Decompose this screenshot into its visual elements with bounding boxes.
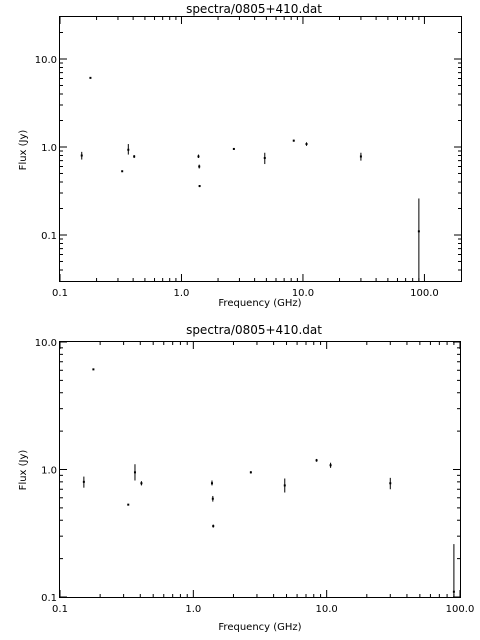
y-tick-label: 0.1 bbox=[41, 231, 57, 242]
data-point bbox=[133, 155, 136, 158]
x-tick-label: 1.0 bbox=[174, 288, 190, 299]
chart-panel-top: spectra/0805+410.dat 0.1 1.0 10.0 100.0 0.1 1… bbox=[18, 2, 462, 309]
plot-area: 0.1 1.0 10.0 100.0 0.1 1.0 10.0 bbox=[35, 17, 461, 299]
plot-frame bbox=[59, 16, 462, 282]
plot-area: 0.1 1.0 10.0 100.0 0.1 1.0 10.0 bbox=[35, 338, 475, 615]
x-tick-label: 100.0 bbox=[410, 288, 439, 299]
data-point bbox=[121, 170, 124, 173]
data-point bbox=[305, 143, 308, 146]
plot-frame bbox=[59, 341, 461, 598]
y-axis-label: Flux (Jy) bbox=[18, 450, 29, 491]
data-point bbox=[292, 139, 295, 142]
data-point bbox=[140, 482, 143, 485]
data-point bbox=[197, 155, 200, 158]
y-tick-label: 10.0 bbox=[35, 55, 57, 66]
y-axis-label: Flux (Jy) bbox=[18, 130, 29, 171]
x-tick-label: 0.1 bbox=[52, 288, 68, 299]
x-tick-label: 10.0 bbox=[316, 604, 338, 615]
data-point bbox=[232, 147, 235, 150]
data-point bbox=[389, 482, 392, 485]
data-point bbox=[210, 482, 213, 485]
x-axis-label: Frequency (GHz) bbox=[218, 298, 301, 309]
x-tick-label: 0.1 bbox=[52, 604, 68, 615]
x-tick-label: 100.0 bbox=[446, 604, 475, 615]
data-point bbox=[80, 154, 83, 157]
data-point bbox=[211, 497, 214, 500]
data-point bbox=[133, 471, 136, 474]
x-axis-label: Frequency (GHz) bbox=[218, 622, 301, 633]
data-point bbox=[315, 459, 318, 462]
y-tick-label: 1.0 bbox=[41, 466, 57, 477]
chart-title: spectra/0805+410.dat bbox=[186, 2, 322, 16]
y-tick-label: 1.0 bbox=[41, 143, 57, 154]
data-point bbox=[452, 590, 455, 593]
chart-title: spectra/0805+410.dat bbox=[186, 323, 322, 337]
data-point bbox=[127, 148, 130, 151]
data-point bbox=[212, 525, 215, 528]
data-point bbox=[359, 155, 362, 158]
data-point bbox=[417, 230, 420, 233]
x-tick-label: 10.0 bbox=[292, 288, 314, 299]
data-point bbox=[82, 480, 85, 483]
data-point bbox=[89, 76, 92, 79]
data-point bbox=[198, 165, 201, 168]
data-point bbox=[283, 484, 286, 487]
y-tick-label: 0.1 bbox=[41, 593, 57, 604]
data-point bbox=[127, 503, 130, 506]
data-point bbox=[263, 156, 266, 159]
data-point bbox=[198, 185, 201, 188]
data-point bbox=[329, 464, 332, 467]
data-point bbox=[249, 471, 252, 474]
data-point bbox=[92, 368, 95, 371]
y-tick-label: 10.0 bbox=[35, 338, 57, 349]
chart-panel-bottom: spectra/0805+410.dat 0.1 1.0 10.0 100.0 0.1 1… bbox=[18, 323, 474, 633]
x-tick-label: 1.0 bbox=[185, 604, 201, 615]
